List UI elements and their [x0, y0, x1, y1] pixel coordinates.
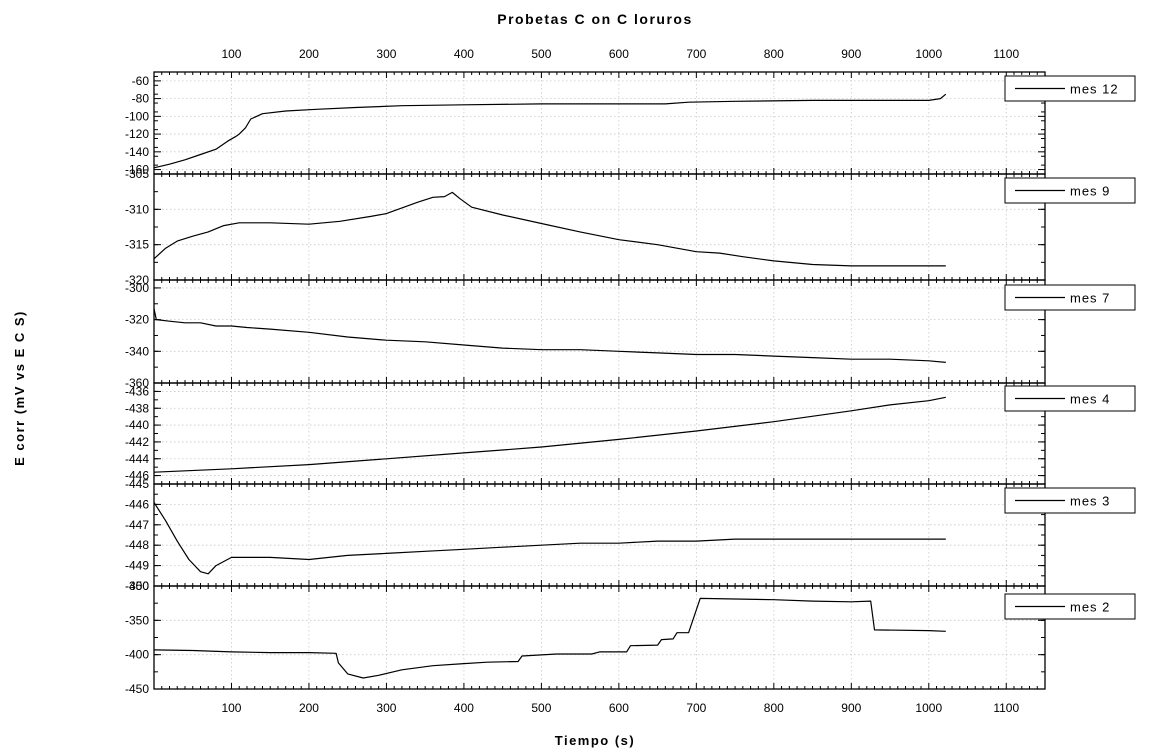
series-line-mes-9	[153, 191, 946, 267]
legend-label: mes 3	[1070, 494, 1110, 509]
top-x-tick-label: 600	[609, 47, 629, 61]
top-x-tick-label: 500	[531, 47, 551, 61]
y-tick-label: -440	[125, 418, 149, 432]
y-tick-label: -300	[125, 281, 149, 295]
bottom-x-tick-label: 200	[299, 701, 319, 715]
series-line-mes-7	[153, 308, 946, 363]
panel-frame	[153, 585, 1046, 690]
series-line-mes-3	[153, 502, 946, 575]
y-tick-label: -442	[125, 435, 149, 449]
legend-mes-4: mes 4	[1004, 385, 1136, 412]
bottom-x-tick-label: 700	[686, 701, 706, 715]
y-tick-label: -350	[125, 613, 149, 627]
bottom-x-tick-label: 1100	[993, 701, 1019, 715]
chart-title: Probetas C on C loruros	[497, 11, 693, 27]
panel-mes-4: -436 -438 -440 -442 -444 -446 mes 4	[125, 382, 1136, 485]
y-tick-label: -315	[125, 238, 149, 252]
bottom-x-tick-label: 300	[376, 701, 396, 715]
top-x-tick-labels: 100 200 300 400 500 600 700 800 900 1000 1100	[221, 47, 1019, 61]
y-axis-label: E corr (mV vs E C S)	[12, 310, 27, 466]
y-tick-label: -100	[125, 109, 149, 123]
bottom-x-tick-label: 500	[531, 701, 551, 715]
panel-mes-9: -305 -310 -315 -320 mes 9	[125, 167, 1136, 287]
legend-label: mes 2	[1070, 600, 1110, 615]
y-tick-label: -80	[132, 92, 150, 106]
top-x-tick-label: 1100	[993, 47, 1019, 61]
y-tick-label: -120	[125, 127, 149, 141]
bottom-x-tick-label: 1000	[915, 701, 942, 715]
series-line-mes-4	[153, 396, 946, 473]
y-tick-label: -450	[125, 682, 149, 696]
panel-frame	[153, 279, 1046, 384]
bottom-x-tick-label: 800	[764, 701, 784, 715]
top-x-tick-label: 700	[686, 47, 706, 61]
legend-mes-12: mes 12	[1004, 75, 1136, 102]
bottom-x-tick-label: 100	[221, 701, 241, 715]
bottom-x-tick-label: 400	[454, 701, 474, 715]
panel-frame	[153, 173, 1046, 281]
top-x-tick-label: 200	[299, 47, 319, 61]
y-tick-label: -400	[125, 648, 149, 662]
legend-mes-9: mes 9	[1004, 177, 1136, 204]
y-tick-label: -60	[132, 74, 150, 88]
y-tick-label: -448	[125, 538, 149, 552]
y-tick-label: -450	[125, 579, 149, 593]
top-x-tick-label: 400	[454, 47, 474, 61]
bottom-x-tick-labels: 100 200 300 400 500 600 700 800 900 1000 1100	[221, 701, 1019, 715]
y-tick-label: -449	[125, 559, 149, 573]
top-x-tick-label: 100	[221, 47, 241, 61]
panel-mes-3: -445 -446 -447 -448 -449 -450 mes 3	[125, 477, 1136, 593]
y-tick-label: -436	[125, 384, 149, 398]
y-tick-label: -340	[125, 344, 149, 358]
y-tick-label: -445	[125, 477, 149, 491]
y-tick-label: -438	[125, 401, 149, 415]
y-tick-label: -300	[125, 579, 149, 593]
legend-mes-2: mes 2	[1004, 593, 1136, 620]
y-tick-label: -446	[125, 497, 149, 511]
top-x-tick-label: 300	[376, 47, 396, 61]
panel-frame	[153, 382, 1046, 485]
y-tick-label: -360	[125, 376, 149, 390]
legend-mes-3: mes 3	[1004, 487, 1136, 514]
y-tick-label: -447	[125, 518, 149, 532]
panel-mes-12: -60 -80 -100 -120 -140 -160 mes 12	[125, 71, 1136, 177]
series-line-mes-2	[153, 597, 946, 679]
legend-label: mes 4	[1070, 392, 1110, 407]
y-tick-label: -140	[125, 145, 149, 159]
legend-label: mes 12	[1070, 82, 1119, 97]
x-axis-label: Tiempo (s)	[555, 733, 636, 748]
panel-mes-2: -300 -350 -400 -450 mes 2	[125, 579, 1136, 696]
y-tick-label: -160	[125, 163, 149, 177]
top-x-tick-label: 1000	[915, 47, 942, 61]
legend-label: mes 9	[1070, 184, 1110, 199]
panel-mes-7: -300 -320 -340 -360 mes 7	[125, 279, 1136, 390]
bottom-x-tick-label: 600	[609, 701, 629, 715]
y-tick-label: -444	[125, 452, 149, 466]
panel-frame	[153, 483, 1046, 587]
legend-mes-7: mes 7	[1004, 284, 1136, 311]
top-x-tick-label: 900	[841, 47, 861, 61]
top-x-tick-label: 800	[764, 47, 784, 61]
panels: -60 -80 -100 -120 -140 -160 mes 12 -305 -310 -315…	[125, 71, 1136, 696]
y-tick-label: -446	[125, 469, 149, 483]
panel-frame	[153, 71, 1046, 175]
legend-label: mes 7	[1070, 291, 1110, 306]
bottom-x-tick-label: 900	[841, 701, 861, 715]
y-tick-label: -305	[125, 167, 149, 181]
y-tick-label: -320	[125, 273, 149, 287]
y-tick-label: -320	[125, 313, 149, 327]
series-line-mes-12	[153, 93, 947, 169]
y-tick-label: -310	[125, 202, 149, 216]
